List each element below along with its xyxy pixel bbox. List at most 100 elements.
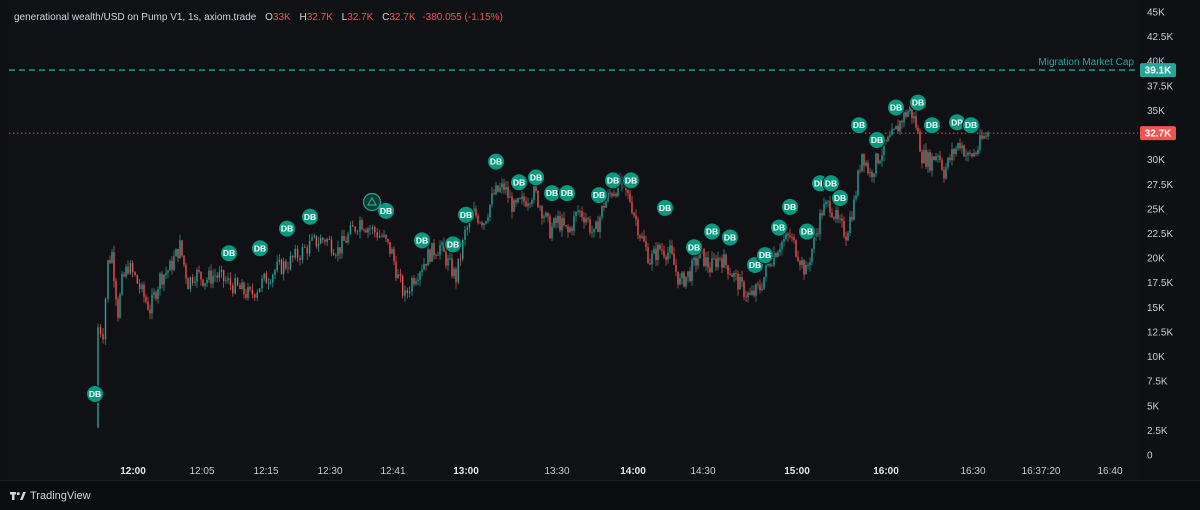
candle-body [335,255,337,256]
candle-body [629,192,631,202]
x-tick-label: 16:40 [1097,466,1122,477]
y-tick-label: 30K [1147,155,1165,166]
candle-body [391,249,393,254]
candle-body [183,255,185,265]
trade-marker[interactable] [510,173,528,192]
candle-body [941,159,943,170]
trade-marker[interactable] [590,186,608,205]
candle-body [131,263,134,273]
trade-marker[interactable] [656,198,674,217]
candle-body [399,274,402,277]
trade-marker[interactable] [444,235,462,254]
trade-marker[interactable] [721,228,739,247]
candle-body [757,284,759,286]
trade-marker[interactable] [703,222,721,241]
candle-body [531,199,533,204]
trade-marker[interactable] [822,174,840,193]
candle-body [815,233,817,236]
candle-body [421,269,423,273]
candle-body [317,243,320,247]
plot-area[interactable] [9,0,1139,480]
trade-marker[interactable] [923,116,941,135]
trade-marker[interactable] [850,116,868,135]
candle-body [613,193,615,196]
trade-marker[interactable] [831,189,849,208]
trade-marker[interactable] [278,219,296,238]
candle-body [973,152,975,157]
trade-marker[interactable] [798,222,816,241]
trade-marker[interactable] [909,93,927,112]
trade-marker[interactable] [527,168,545,187]
trade-marker[interactable] [962,116,980,135]
trade-marker[interactable] [86,384,104,403]
candle-body [621,178,623,185]
x-tick-label: 12:41 [380,466,405,477]
trade-marker[interactable] [413,231,431,250]
x-axis: 12:00 12:05 12:15 12:30 12:41 13:00 13:30 14:00… [120,466,1123,477]
trade-marker[interactable] [558,184,576,203]
change-value: -380.055 (-1.15%) [422,12,503,23]
candle-body [559,216,561,231]
trade-marker[interactable] [251,239,269,258]
candle-body [673,253,675,265]
candle-body [599,217,601,233]
candle-body [451,258,453,277]
candle-body [369,228,371,230]
tradingview-logo[interactable]: TradingView [10,490,91,502]
trade-marker[interactable] [756,246,774,265]
candle-body [981,135,983,139]
candle-body [539,206,541,208]
candle-body [985,135,987,137]
candle-body [759,284,761,291]
candle-body [715,258,717,268]
trade-marker[interactable] [868,130,886,149]
trade-marker[interactable] [685,238,703,257]
candle-body [703,248,705,267]
candle-body [745,296,747,298]
y-tick-label: 5K [1147,401,1160,412]
candle-body [639,235,641,238]
candle-body [813,235,815,249]
trade-marker[interactable] [301,207,319,226]
candle-body [887,136,889,142]
candle-body [241,282,243,290]
candle-body [669,245,671,253]
candle-body [214,275,216,277]
trade-marker[interactable] [377,201,395,220]
trade-marker[interactable] [457,205,475,224]
trade-marker[interactable] [622,171,640,190]
symbol-title[interactable]: generational wealth/USD on Pump V1, 1s, … [14,12,257,23]
candle-body [889,135,891,137]
candle-body [571,227,573,231]
candle-body [927,152,929,167]
y-tick-label: 0 [1147,451,1153,462]
candle-body [693,257,695,261]
candle-body [393,249,395,262]
candle-body [97,327,99,428]
candle-body [867,162,869,174]
candle-body [254,294,256,298]
candle-body [877,153,879,164]
trade-marker[interactable] [781,197,799,216]
trade-marker[interactable] [604,171,622,190]
trade-marker-label: DB [513,177,525,187]
trade-marker[interactable] [487,152,505,171]
candle-body [503,183,505,190]
candle-body [513,200,515,212]
trade-markers[interactable]: DB DB DB DB DB DB DB DB DB DB DB DB DB DB DB DB DB DB DB DB… [86,93,980,403]
trade-marker[interactable] [770,218,788,237]
trade-marker[interactable] [887,98,905,117]
trade-marker-label: DB [380,206,392,216]
candle-body [967,152,969,156]
candle-body [649,263,651,265]
candle-body [315,235,318,247]
trade-marker-label: DB [659,203,671,213]
candle-body [289,255,292,270]
x-tick-label: 13:30 [544,466,569,477]
price-chart[interactable]: 0 2.5K 5K 7.5K 10K 12.5K 15K 17.5K 20K 22.5K 25K 27… [0,0,1200,480]
trade-marker[interactable] [220,244,238,263]
candle-body [117,299,119,318]
candle-body [138,283,141,290]
candle-body [439,245,441,255]
dev-marker-icon[interactable] [362,192,382,212]
